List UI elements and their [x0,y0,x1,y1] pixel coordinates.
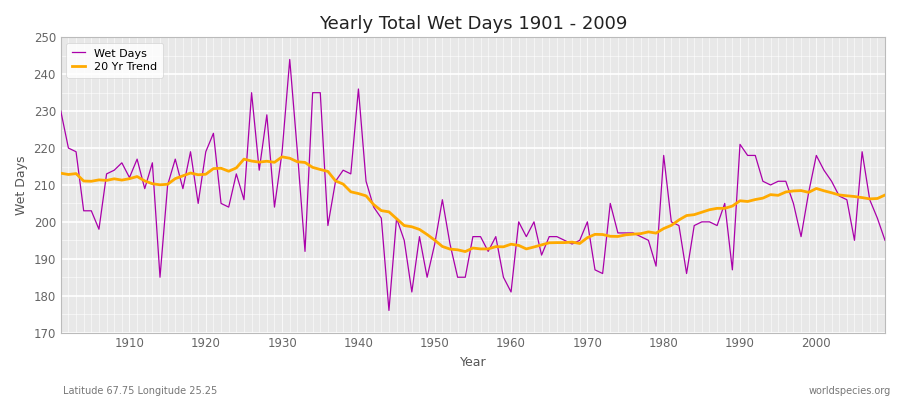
Wet Days [116,160,127,165]
20 Yr Trend [521,246,532,251]
20 Yr Trend [879,193,890,198]
Line: 20 Yr Trend: 20 Yr Trend [61,157,885,252]
Text: worldspecies.org: worldspecies.org [809,386,891,396]
20 Yr Trend [460,249,471,254]
X-axis label: Year: Year [460,356,486,369]
20 Yr Trend [513,243,524,248]
Text: Latitude 67.75 Longitude 25.25: Latitude 67.75 Longitude 25.25 [63,386,217,396]
20 Yr Trend [613,234,624,239]
Wet Days [56,109,67,114]
Wet Days [879,238,890,243]
Wet Days [338,168,348,172]
Wet Days [383,308,394,313]
20 Yr Trend [338,182,348,186]
20 Yr Trend [56,171,67,176]
Wet Days [613,230,624,235]
Y-axis label: Wet Days: Wet Days [15,155,28,215]
Wet Days [284,57,295,62]
Line: Wet Days: Wet Days [61,60,885,310]
Wet Days [292,149,302,154]
Wet Days [513,220,524,224]
20 Yr Trend [116,178,127,182]
Title: Yearly Total Wet Days 1901 - 2009: Yearly Total Wet Days 1901 - 2009 [319,15,627,33]
Wet Days [521,234,532,239]
20 Yr Trend [276,154,287,159]
Legend: Wet Days, 20 Yr Trend: Wet Days, 20 Yr Trend [67,43,163,78]
20 Yr Trend [292,159,302,164]
